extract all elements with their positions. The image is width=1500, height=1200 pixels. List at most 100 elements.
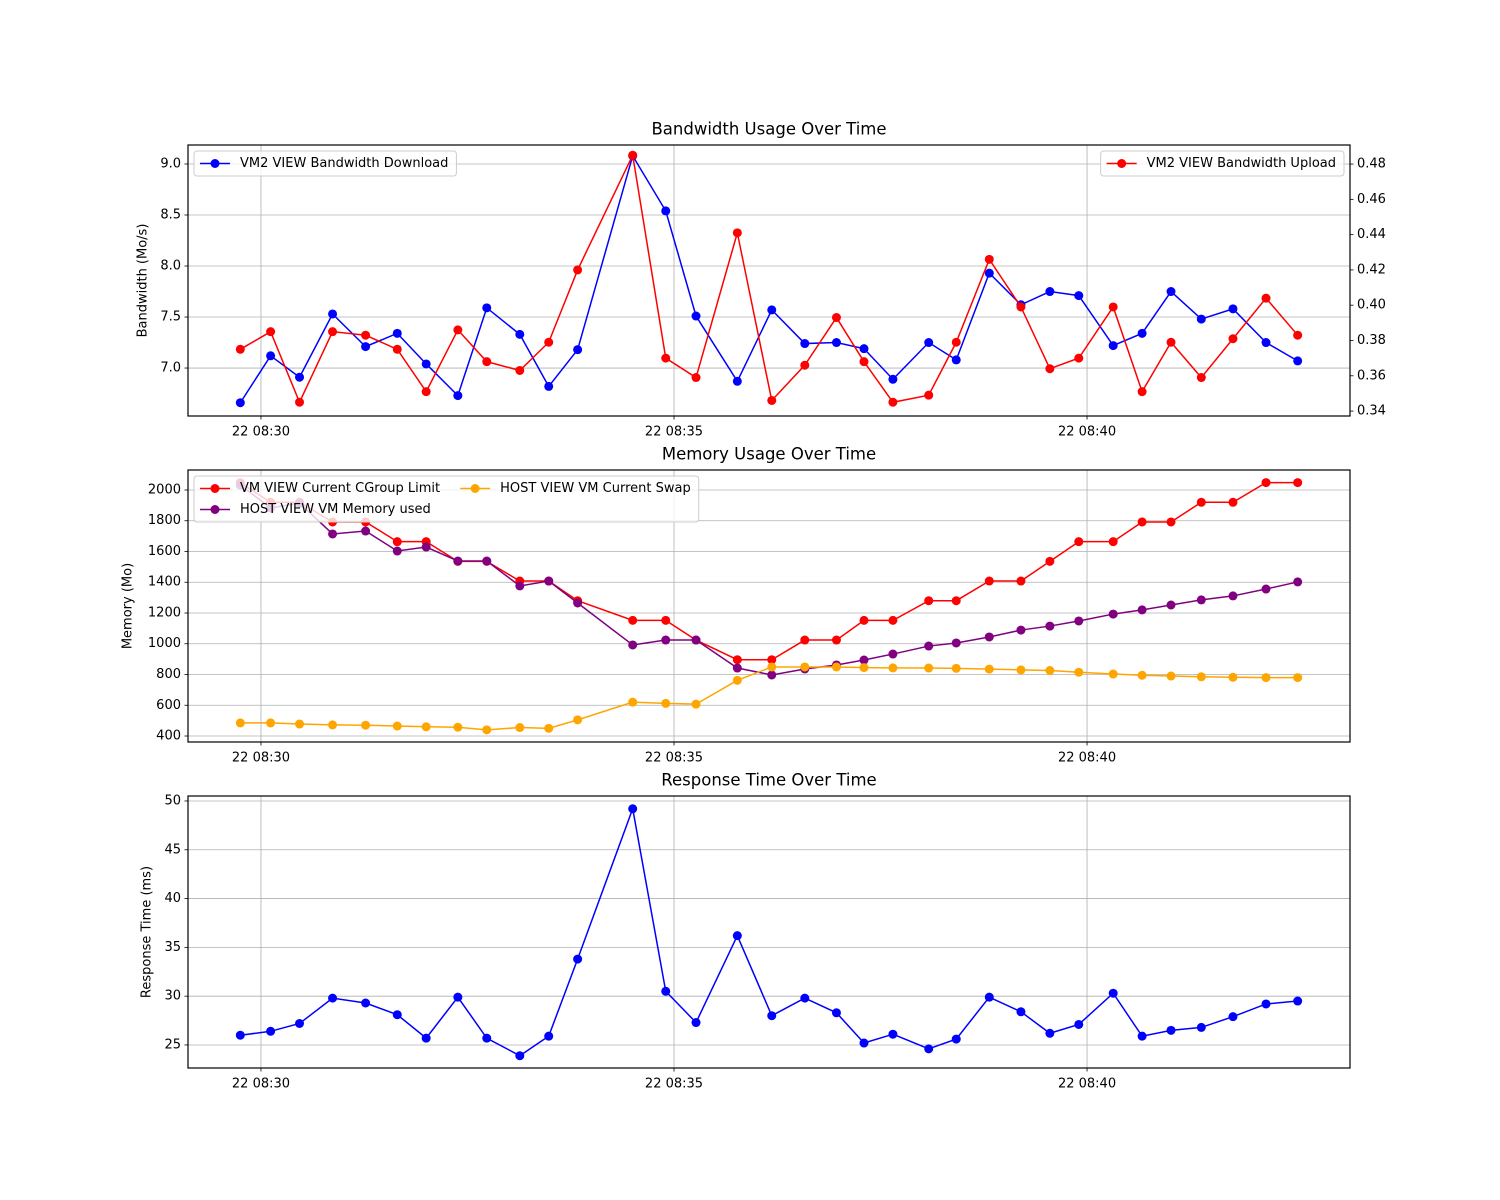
data-point [1137,1031,1147,1041]
data-point [573,598,583,608]
series-line [239,153,1299,404]
data-point [1045,1028,1055,1038]
y2-tick-label: 0.44 [1357,227,1386,242]
data-point [1261,673,1271,683]
x-tick-label: 22 08:35 [645,1077,703,1092]
data-point [361,526,371,536]
data-point [573,345,583,355]
data-point [482,725,492,735]
data-point [1293,330,1303,340]
data-point [328,529,338,539]
data-point [361,330,371,340]
data-point [544,337,554,347]
data-point [767,655,777,665]
y-tick-label: 8.0 [160,259,181,274]
plot-area [188,145,1350,416]
data-point [831,635,841,645]
data-point [544,576,554,586]
data-point [1074,1019,1084,1029]
data-point [691,699,701,709]
data-point [235,344,245,354]
chart-title: Bandwidth Usage Over Time [651,120,886,139]
data-point [1108,341,1118,351]
data-point [924,338,934,348]
data-point [859,344,869,354]
data-point [800,993,810,1003]
data-point [1074,667,1084,677]
data-point [800,635,810,645]
y2-tick-label: 0.46 [1357,192,1386,207]
data-point [515,365,525,375]
x-tick-label: 22 08:40 [1058,1077,1116,1092]
data-point [1137,517,1147,527]
data-point [295,719,305,729]
data-point [661,635,671,645]
y-tick-label: 30 [164,989,181,1004]
x-tick-label: 22 08:30 [232,751,290,766]
legend-marker [210,159,220,168]
data-point [1137,670,1147,680]
data-point [1108,988,1118,998]
data-point [888,397,898,407]
data-point [859,1038,869,1048]
data-point [628,615,638,625]
legend-item: VM2 VIEW Bandwidth Upload [1106,156,1336,171]
data-point [544,1031,554,1041]
data-point [1108,537,1118,547]
data-point [235,398,245,408]
data-point [628,640,638,650]
data-point [266,351,276,361]
legend-marker [1117,159,1127,168]
data-point [800,360,810,370]
data-point [800,339,810,349]
data-point [1074,537,1084,547]
data-point [1228,304,1238,314]
data-point [392,546,402,556]
legend-item: VM2 VIEW Bandwidth Download [200,156,448,171]
data-point [1016,302,1026,312]
legend-marker [210,484,220,493]
data-point [767,670,777,680]
data-point [295,397,305,407]
data-point [951,638,961,648]
data-point [1108,609,1118,619]
data-point [1261,338,1271,348]
data-point [328,993,338,1003]
data-point [1166,600,1176,610]
data-point [1045,556,1055,566]
data-point [544,381,554,391]
axes-frame [187,144,1351,417]
y2-tick-label: 0.48 [1357,157,1386,172]
data-point [831,313,841,323]
data-point [984,576,994,586]
data-point [732,655,742,665]
legend-marker [210,505,220,514]
data-point [1196,595,1206,605]
data-point [1137,387,1147,397]
data-point [888,615,898,625]
data-point [1293,577,1303,587]
data-point [888,1029,898,1039]
data-point [361,342,371,352]
data-point [392,537,402,547]
data-point [266,327,276,337]
data-point [392,1010,402,1020]
data-point [266,718,276,728]
data-point [951,355,961,365]
data-point [1166,287,1176,297]
data-point [1074,353,1084,363]
legend-item: HOST VIEW VM Current Swap [460,481,691,496]
data-point [1228,334,1238,344]
data-point [1108,302,1118,312]
data-point [691,373,701,383]
data-point [1166,337,1176,347]
y-tick-label: 50 [164,793,181,808]
y-tick-label: 2000 [148,482,181,497]
data-point [831,1008,841,1018]
x-tick-label: 22 08:35 [645,425,703,440]
legend-box [1100,150,1345,177]
data-point [392,721,402,731]
data-point [328,720,338,730]
data-point [661,615,671,625]
legend: VM2 VIEW Bandwidth Download [193,150,457,177]
